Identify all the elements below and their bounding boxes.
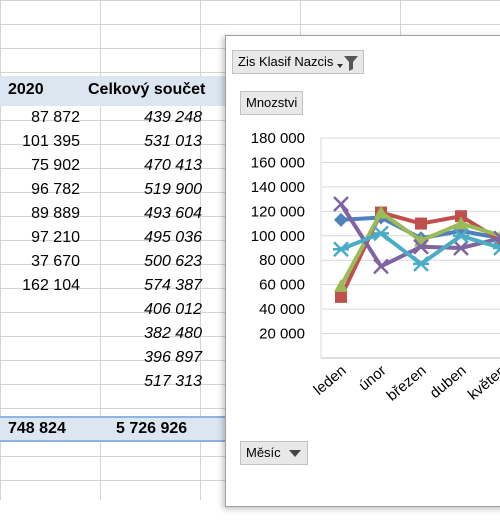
data-point	[333, 241, 349, 258]
cell-grand-total[interactable]: 495 036	[144, 229, 202, 246]
cell-2020[interactable]	[0, 370, 80, 394]
axis-field-label: Měsíc	[246, 445, 281, 460]
x-tick-label: květen	[465, 362, 500, 403]
cell-2020[interactable]: 75 902	[31, 157, 80, 174]
y-tick-label: 40 000	[259, 301, 305, 318]
cell-grand-total[interactable]: 396 897	[144, 349, 202, 366]
data-point	[413, 238, 429, 255]
cell-grand-total[interactable]: 519 900	[144, 181, 202, 198]
data-point	[453, 227, 469, 244]
cell-grand-total[interactable]: 470 413	[144, 157, 202, 174]
funnel-icon	[337, 56, 359, 71]
pivot-header-row: 2020 Celkový součet	[0, 76, 225, 106]
data-point	[415, 217, 427, 230]
x-tick-label: leden	[311, 362, 350, 399]
cell-2020[interactable]: 87 872	[31, 109, 80, 126]
x-tick-label: duben	[427, 362, 470, 402]
cell-grand-total[interactable]: 439 248	[144, 109, 202, 126]
grand-total-2020[interactable]: 748 824	[8, 420, 66, 437]
cell-2020[interactable]	[0, 346, 80, 370]
filter-field-button[interactable]: Zis Klasif Nazcis	[232, 50, 365, 74]
y-tick-label: 160 000	[251, 154, 305, 171]
value-field-button[interactable]: Mnozstvi	[240, 91, 304, 115]
cell-grand-total[interactable]: 574 387	[144, 277, 202, 294]
x-tick-label: březen	[384, 362, 430, 405]
cell-grand-total[interactable]: 406 012	[144, 301, 202, 318]
data-point	[453, 240, 469, 256]
triangle-down-icon	[288, 450, 301, 457]
pivot-chart[interactable]: Zis Klasif Nazcis Mnozstvi 180 000 160 00…	[225, 35, 500, 507]
line-plot: 180 000 160 000 140 000 120 000 100 000 80 00…	[251, 130, 500, 405]
data-point	[334, 278, 348, 292]
grand-total-overall[interactable]: 5 726 926	[116, 420, 188, 437]
y-tick-label: 60 000	[259, 277, 305, 294]
data-point	[493, 240, 500, 256]
value-field-label: Mnozstvi	[246, 95, 298, 110]
cell-grand-total[interactable]: 500 623	[144, 253, 202, 270]
cell-2020[interactable]: 89 889	[31, 205, 80, 222]
filter-field-label: Zis Klasif Nazcis	[238, 54, 334, 69]
column-header-grand-total[interactable]: Celkový součet	[88, 81, 206, 98]
data-point	[334, 212, 348, 227]
cell-grand-total[interactable]: 493 604	[144, 205, 202, 222]
y-tick-label: 140 000	[251, 179, 305, 196]
data-point	[335, 290, 347, 303]
cell-2020[interactable]: 96 782	[31, 181, 80, 198]
cell-2020[interactable]: 37 670	[31, 253, 80, 270]
data-point	[413, 256, 429, 272]
y-tick-label: 180 000	[251, 130, 305, 147]
grand-total-row: 748 824 5 726 926	[0, 416, 225, 442]
data-point	[374, 205, 388, 219]
y-tick-label: 20 000	[259, 326, 305, 343]
cell-grand-total[interactable]: 517 313	[144, 373, 202, 390]
y-tick-label: 120 000	[251, 203, 305, 220]
y-tick-label: 100 000	[251, 228, 305, 245]
cell-2020[interactable]	[0, 322, 80, 346]
data-point	[455, 210, 467, 223]
cell-2020[interactable]: 162 104	[22, 277, 80, 294]
data-point	[373, 225, 389, 242]
cell-2020[interactable]: 97 210	[31, 229, 80, 246]
cell-2020[interactable]: 101 395	[22, 133, 80, 150]
cell-2020[interactable]	[0, 298, 80, 322]
column-header-2020[interactable]: 2020	[8, 81, 44, 98]
y-tick-label: 80 000	[259, 252, 305, 269]
data-point	[373, 258, 389, 275]
data-point	[333, 196, 349, 212]
data-point	[454, 216, 468, 230]
cell-grand-total[interactable]: 531 013	[144, 133, 202, 150]
axis-field-button[interactable]: Měsíc	[240, 441, 308, 465]
cell-grand-total[interactable]: 382 480	[144, 325, 202, 342]
